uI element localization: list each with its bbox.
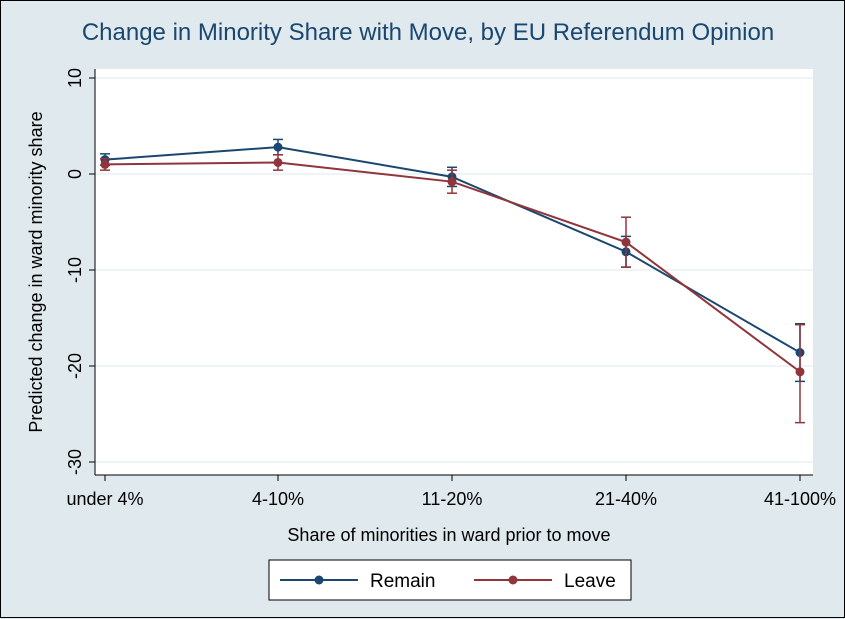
y-tick-label: 0 (65, 169, 85, 179)
legend-remain-marker (314, 575, 324, 585)
series-group (100, 138, 805, 424)
y-tick-label: -30 (65, 449, 85, 475)
x-axis-label: Share of minorities in ward prior to mov… (287, 525, 610, 545)
y-tick-label: -10 (65, 257, 85, 283)
y-axis-label: Predicted change in ward minority share (26, 111, 46, 432)
y-ticks: 10 0 -10 -20 -30 (65, 68, 95, 475)
x-tick-label: 4-10% (252, 489, 304, 509)
x-tick-label: 11-20% (422, 489, 483, 509)
legend-leave-marker (508, 575, 518, 585)
x-tick-label: under 4% (66, 489, 143, 509)
y-tick-label: 10 (65, 68, 85, 88)
data-point (273, 157, 283, 167)
x-tick-label: 21-40% (595, 489, 657, 509)
data-point (273, 142, 283, 152)
x-ticks: under 4% 4-10% 11-20% 21-40% 41-100% (66, 475, 836, 509)
data-point (621, 237, 631, 247)
chart-title: Change in Minority Share with Move, by E… (82, 19, 774, 46)
plot-area (95, 69, 813, 475)
series-leave (100, 154, 805, 424)
data-point (100, 159, 110, 169)
legend-leave-label: Leave (564, 571, 616, 592)
x-tick-label: 41-100% (764, 489, 836, 509)
y-tick-label: -20 (65, 353, 85, 379)
data-point (795, 367, 805, 377)
legend: Remain Leave (268, 559, 632, 601)
data-point (447, 177, 457, 187)
legend-remain-label: Remain (370, 571, 435, 592)
gridlines (95, 77, 813, 463)
